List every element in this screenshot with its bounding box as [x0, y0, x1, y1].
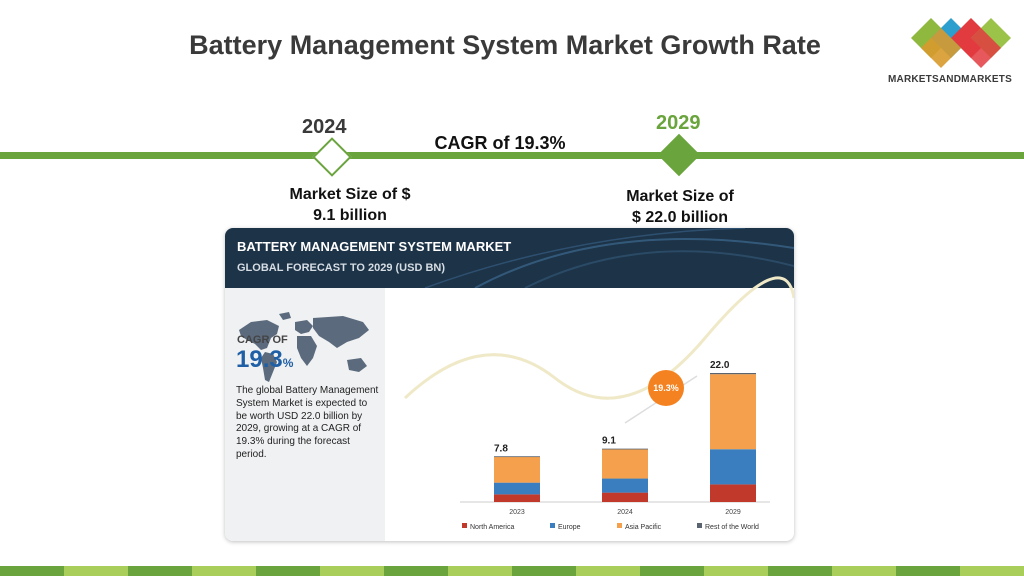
card-description: The global Battery Management System Mar… [236, 385, 379, 460]
page-title: Battery Management System Market Growth … [189, 30, 821, 60]
logo-text: MARKETSANDMARKETS [888, 74, 1012, 85]
stripe-segment [0, 566, 65, 576]
bar-europe-2024 [602, 478, 648, 493]
timeline-bar [0, 152, 1024, 159]
stripe-segment [384, 566, 449, 576]
stripe-segment [896, 566, 961, 576]
bar-rest-of-the-world-2023 [494, 456, 540, 458]
legend-label-north-america: North America [470, 524, 514, 531]
stripe-segment [128, 566, 193, 576]
bar-europe-2023 [494, 482, 540, 495]
legend-label-europe: Europe [558, 524, 581, 531]
stripe-segment [256, 566, 321, 576]
cagr-unit: % [282, 356, 294, 370]
start-market-size-line-2: 9.1 billion [313, 207, 387, 224]
total-label-2024: 9.1 [602, 436, 616, 447]
legend-swatch-asia-pacific [617, 523, 622, 528]
bar-north-america-2029 [710, 484, 756, 502]
cagr-badge-circle [648, 370, 684, 406]
bar-rest-of-the-world-2029 [710, 373, 756, 375]
decorative-curve [403, 276, 794, 400]
header-decoration [424, 228, 794, 288]
bar-asia-pacific-2029 [710, 374, 756, 450]
legend-label-asia-pacific: Asia Pacific [625, 524, 662, 531]
card-title: BATTERY MANAGEMENT SYSTEM MARKET [237, 239, 512, 254]
logo[interactable]: MARKETSANDMARKETS [880, 8, 1020, 88]
stripe-segment [832, 566, 897, 576]
start-market-size-line-1: Market Size of $ [289, 186, 411, 203]
start-diamond-marker [312, 137, 352, 177]
legend-swatch-north-america [462, 523, 467, 528]
start-market-size: Market Size of $ 9.1 billion [260, 184, 440, 226]
stacked-bar-chart: 7.8 2023 9.1 2024 22.0 2029 19.3% North America… [403, 276, 794, 531]
x-tick-2023: 2023 [509, 509, 525, 516]
stripe-segment [576, 566, 641, 576]
bar-asia-pacific-2023 [494, 456, 540, 483]
end-market-size-line-1: Market Size of [626, 188, 734, 205]
cagr-badge-text: 19.3% [653, 383, 679, 393]
end-year: 2029 [656, 112, 701, 134]
stripe-segment [192, 566, 257, 576]
bar-north-america-2024 [602, 492, 648, 502]
stripe-segment [512, 566, 577, 576]
stripe-segment [960, 566, 1024, 576]
four-diamond-logo-icon [911, 18, 1011, 68]
stripe-segment [320, 566, 385, 576]
bar-asia-pacific-2024 [602, 449, 648, 479]
stripe-segment [640, 566, 705, 576]
stripe-segment [448, 566, 513, 576]
world-map-icon [239, 312, 369, 382]
stripe-segment [768, 566, 833, 576]
start-year: 2024 [302, 116, 347, 138]
total-label-2023: 7.8 [494, 443, 508, 454]
cagr-number: 19.3 [236, 346, 283, 373]
card-header: BATTERY MANAGEMENT SYSTEM MARKET GLOBAL … [225, 228, 794, 288]
legend-label-rest-of-the-world: Rest of the World [705, 524, 759, 531]
x-tick-2029: 2029 [725, 509, 741, 516]
end-market-size-line-2: $ 22.0 billion [631, 209, 729, 226]
bar-north-america-2023 [494, 494, 540, 502]
stripe-segment [64, 566, 129, 576]
legend-swatch-rest-of-the-world [697, 523, 702, 528]
forecast-card: BATTERY MANAGEMENT SYSTEM MARKET GLOBAL … [225, 228, 794, 541]
cagr-label: CAGR of 19.3% [434, 133, 566, 153]
end-market-size: Market Size of $ 22.0 billion [590, 186, 770, 228]
cagr-value: 19.3% [236, 346, 293, 374]
legend-swatch-europe [550, 523, 555, 528]
stripe-segment [704, 566, 769, 576]
bar-europe-2029 [710, 449, 756, 485]
bar-rest-of-the-world-2024 [602, 448, 648, 450]
bottom-stripe [0, 566, 1024, 576]
cagr-of-label: CAGR OF [237, 334, 288, 346]
total-label-2029: 22.0 [710, 360, 730, 371]
x-tick-2024: 2024 [617, 509, 633, 516]
card-subtitle: GLOBAL FORECAST TO 2029 (USD BN) [237, 262, 446, 274]
end-diamond-marker [657, 133, 701, 177]
